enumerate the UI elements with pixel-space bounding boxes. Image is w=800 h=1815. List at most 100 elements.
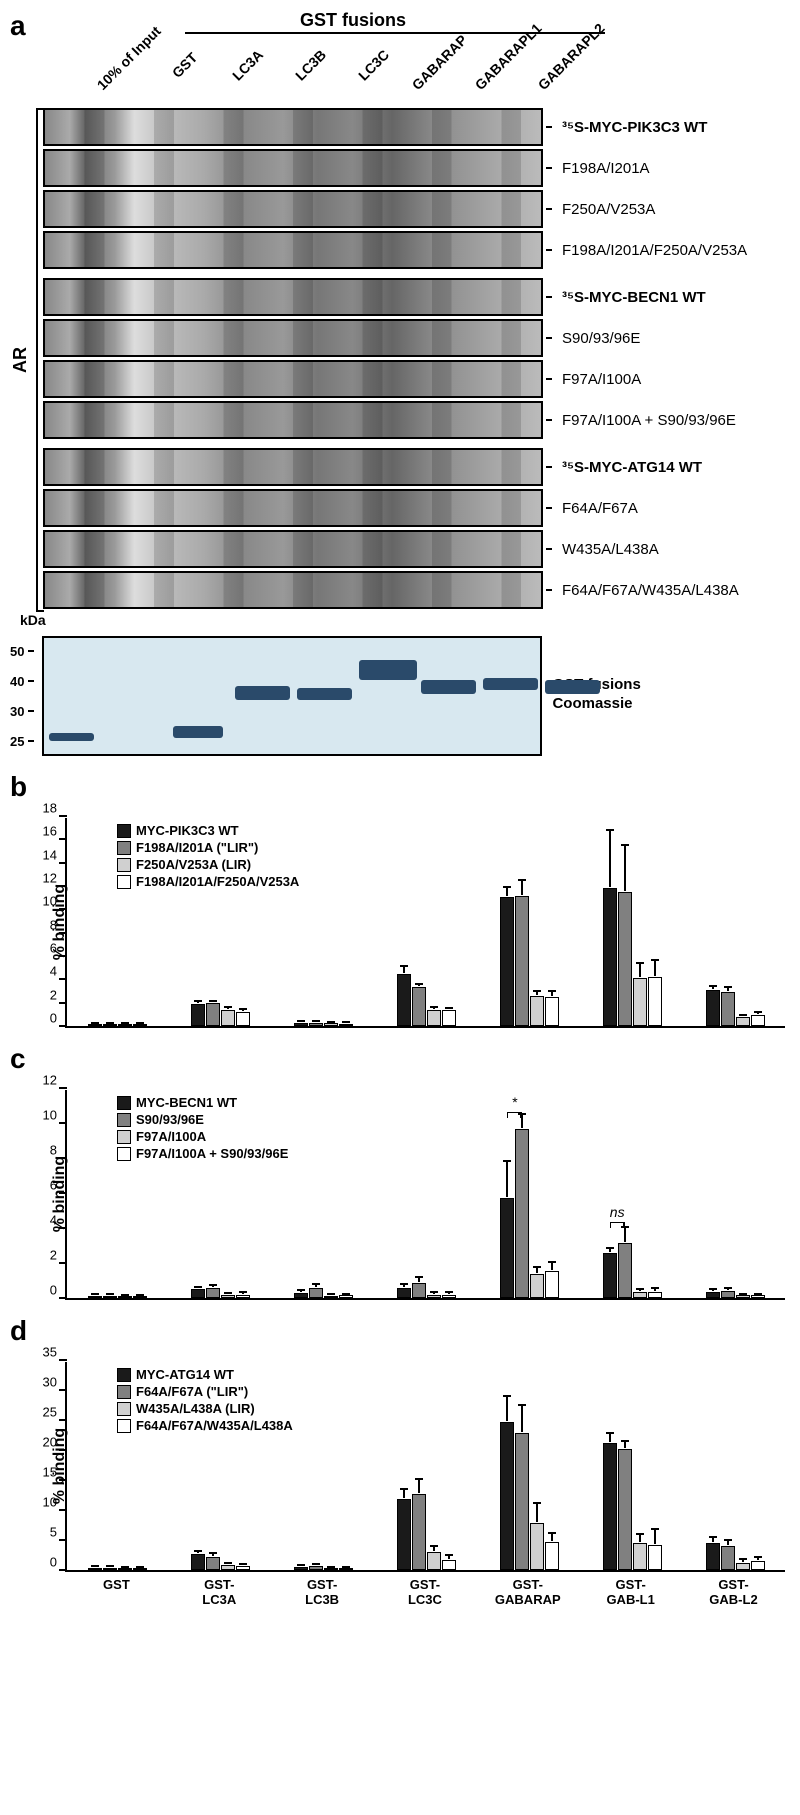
bar	[721, 1291, 735, 1298]
bar-group	[397, 1494, 457, 1571]
bar	[412, 987, 426, 1026]
gel-row: F64A/F67A	[43, 489, 790, 527]
bar-chart: % binding024681012MYC-BECN1 WTS90/93/96E…	[65, 1090, 790, 1300]
coomassie-section: 50403025 GST fusions Coomassie	[10, 636, 790, 756]
y-tick-label: 6	[32, 1178, 57, 1193]
y-tick-label: 10	[32, 1495, 57, 1510]
bar	[221, 1295, 235, 1298]
gel-image	[43, 108, 543, 146]
x-axis-label: GST- LC3A	[168, 1577, 271, 1607]
bar-group	[88, 1024, 148, 1026]
bar	[618, 1243, 632, 1298]
bar	[633, 978, 647, 1026]
bar	[618, 1449, 632, 1570]
bar	[397, 974, 411, 1027]
y-tick-label: 4	[32, 1213, 57, 1228]
gel-row: ³⁵S-MYC-BECN1 WT	[43, 278, 790, 316]
bar-group	[191, 1554, 251, 1570]
chart-panels: b% binding024681012141618MYC-PIK3C3 WTF1…	[10, 771, 790, 1607]
gel-row: ³⁵S-MYC-PIK3C3 WT	[43, 108, 790, 146]
bar	[324, 1023, 338, 1026]
bar	[103, 1024, 117, 1026]
gel-image	[43, 571, 543, 609]
gel-row-label: F250A/V253A	[562, 201, 655, 218]
bar	[751, 1295, 765, 1298]
bar	[397, 1499, 411, 1570]
coomassie-label-2: Coomassie	[552, 695, 640, 712]
bar-group	[294, 1023, 354, 1027]
bar	[133, 1024, 147, 1026]
bar	[530, 1274, 544, 1299]
bar	[103, 1296, 117, 1298]
bar	[339, 1568, 353, 1570]
bar	[221, 1010, 235, 1026]
bar	[751, 1561, 765, 1570]
y-tick-label: 10	[32, 894, 57, 909]
gel-image	[43, 190, 543, 228]
bar	[133, 1296, 147, 1298]
gel-row: F64A/F67A/W435A/L438A	[43, 571, 790, 609]
bar-group	[397, 1283, 457, 1298]
bar-group	[88, 1568, 148, 1570]
bar	[736, 1563, 750, 1571]
bar	[633, 1543, 647, 1570]
bar-chart: % binding05101520253035MYC-ATG14 WTF64A/…	[65, 1362, 790, 1607]
bar	[191, 1554, 205, 1570]
lane-labels: 10% of InputGSTLC3ALC3BLC3CGABARAPGABARA…	[105, 77, 790, 108]
legend-item: F64A/F67A ("LIR")	[117, 1384, 293, 1399]
bar	[442, 1295, 456, 1299]
bar-group	[397, 974, 457, 1027]
legend-item: S90/93/96E	[117, 1112, 288, 1127]
gel-row-label: F64A/F67A	[562, 500, 638, 517]
coomassie-gel	[42, 636, 542, 756]
panel-label: d	[10, 1315, 790, 1347]
legend-item: MYC-ATG14 WT	[117, 1367, 293, 1382]
bar-group	[500, 1129, 560, 1298]
bar	[736, 1295, 750, 1298]
bar	[545, 1542, 559, 1571]
gel-row-label: ³⁵S-MYC-PIK3C3 WT	[562, 119, 707, 136]
bar-group	[706, 1291, 766, 1298]
bar	[191, 1289, 205, 1298]
gel-row-label: F97A/I100A	[562, 371, 641, 388]
bar	[412, 1283, 426, 1298]
bar-group	[603, 1243, 663, 1298]
gel-image	[43, 231, 543, 269]
lane-label: GABARAPL1	[472, 37, 528, 93]
bar-group	[706, 1543, 766, 1570]
bar	[88, 1568, 102, 1570]
y-tick-label: 8	[32, 917, 57, 932]
bar-group	[88, 1296, 148, 1298]
bar	[294, 1023, 308, 1027]
x-axis-label: GST	[65, 1577, 168, 1607]
y-tick-label: 4	[32, 964, 57, 979]
kda-labels: 50403025	[10, 636, 34, 756]
kda-label: 40	[10, 674, 34, 689]
y-tick-label: 12	[32, 1073, 57, 1088]
gel-row: S90/93/96E	[43, 319, 790, 357]
y-tick-label: 16	[32, 824, 57, 839]
bar	[427, 1552, 441, 1570]
bar	[206, 1003, 220, 1026]
x-axis-label: GST- LC3B	[271, 1577, 374, 1607]
y-tick-label: 35	[32, 1345, 57, 1360]
x-axis-label: GST- GAB-L2	[682, 1577, 785, 1607]
coomassie-band	[297, 688, 352, 700]
bar	[648, 1292, 662, 1298]
bar	[648, 977, 662, 1026]
bar-group	[603, 888, 663, 1026]
bar	[603, 1443, 617, 1570]
lane-label: GABARAPL2	[535, 37, 591, 93]
lane-label: GABARAP	[409, 37, 465, 93]
bar-group	[603, 1443, 663, 1570]
legend-item: F198A/I201A ("LIR")	[117, 840, 299, 855]
legend-item: MYC-BECN1 WT	[117, 1095, 288, 1110]
x-axis-labels: GSTGST- LC3AGST- LC3BGST- LC3CGST- GABAR…	[65, 1577, 790, 1607]
bar	[530, 996, 544, 1026]
y-tick-label: 2	[32, 1248, 57, 1263]
gel-row: F97A/I100A	[43, 360, 790, 398]
bar	[236, 1012, 250, 1026]
y-tick-label: 30	[32, 1375, 57, 1390]
gel-row: W435A/L438A	[43, 530, 790, 568]
legend-item: W435A/L438A (LIR)	[117, 1401, 293, 1416]
